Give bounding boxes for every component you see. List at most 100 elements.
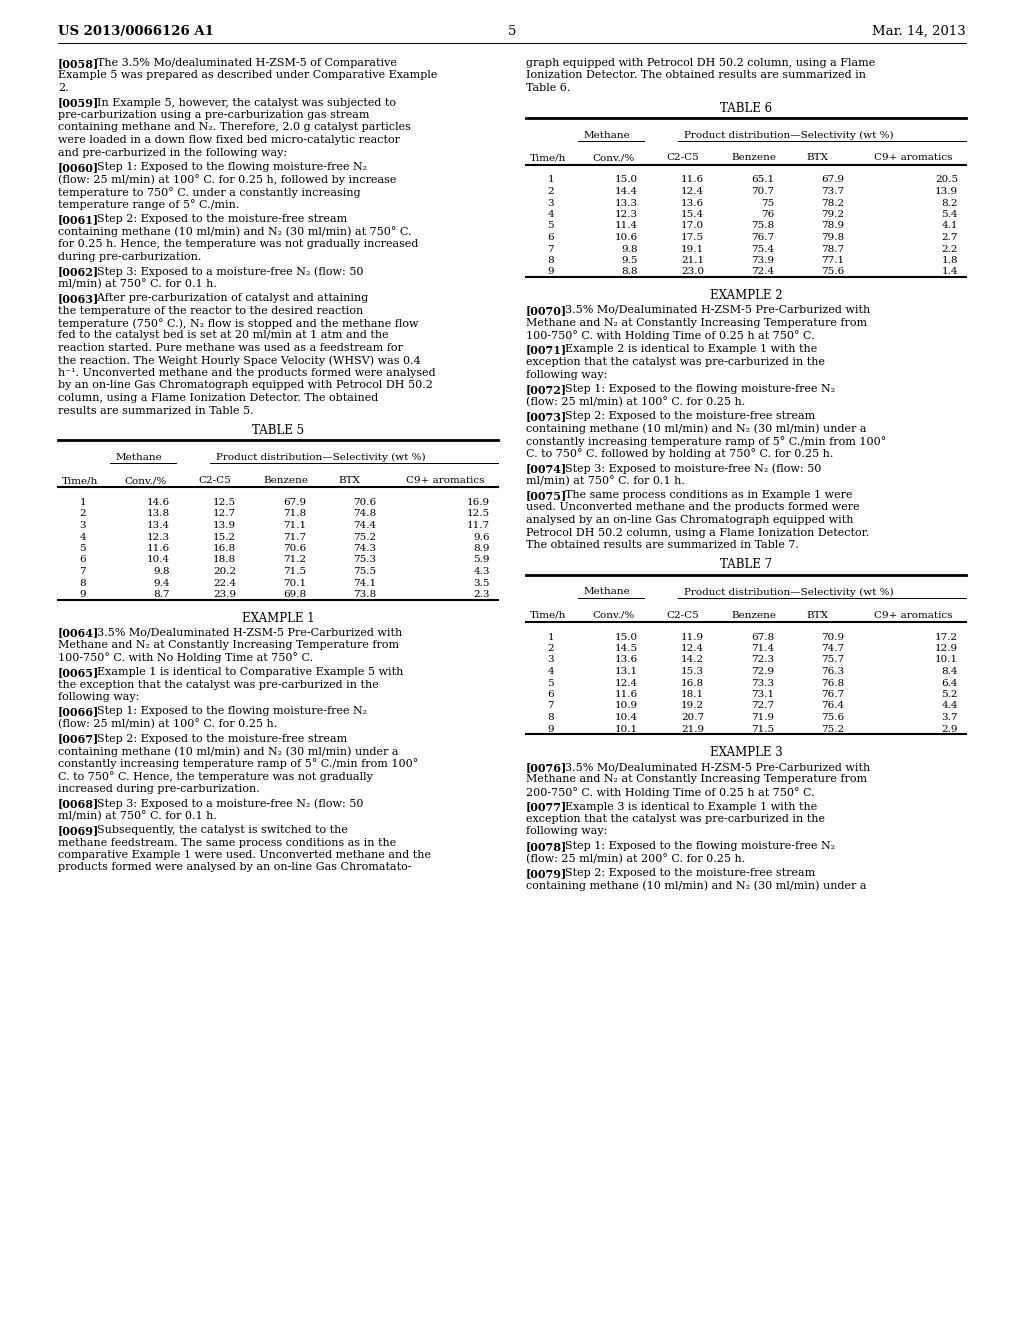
Text: 13.1: 13.1 [614, 667, 638, 676]
Text: After pre-carburization of catalyst and attaining: After pre-carburization of catalyst and … [83, 293, 369, 304]
Text: fed to the catalyst bed is set at 20 ml/min at 1 atm and the: fed to the catalyst bed is set at 20 ml/… [58, 330, 389, 341]
Text: 78.9: 78.9 [821, 222, 844, 231]
Text: 9.5: 9.5 [622, 256, 638, 265]
Text: 13.3: 13.3 [614, 198, 638, 207]
Text: [0070]: [0070] [526, 305, 567, 315]
Text: 76.7: 76.7 [751, 234, 774, 242]
Text: 12.7: 12.7 [213, 510, 236, 519]
Text: graph equipped with Petrocol DH 50.2 column, using a Flame: graph equipped with Petrocol DH 50.2 col… [526, 58, 876, 69]
Text: 5: 5 [548, 222, 554, 231]
Text: 3.5% Mo/Dealuminated H-ZSM-5 Pre-Carburized with: 3.5% Mo/Dealuminated H-ZSM-5 Pre-Carburi… [551, 305, 870, 315]
Text: [0066]: [0066] [58, 706, 99, 718]
Text: the reaction. The Weight Hourly Space Velocity (WHSV) was 0.4: the reaction. The Weight Hourly Space Ve… [58, 355, 421, 366]
Text: Example 1 is identical to Comparative Example 5 with: Example 1 is identical to Comparative Ex… [83, 667, 403, 677]
Text: 2: 2 [80, 510, 86, 519]
Text: BTX: BTX [806, 153, 828, 162]
Text: 23.0: 23.0 [681, 268, 705, 276]
Text: [0061]: [0061] [58, 214, 99, 224]
Text: 12.4: 12.4 [614, 678, 638, 688]
Text: 70.7: 70.7 [751, 187, 774, 195]
Text: Example 2 is identical to Example 1 with the: Example 2 is identical to Example 1 with… [551, 345, 817, 355]
Text: 100-750° C. with Holding Time of 0.25 h at 750° C.: 100-750° C. with Holding Time of 0.25 h … [526, 330, 815, 341]
Text: 18.8: 18.8 [213, 556, 236, 565]
Text: Time/h: Time/h [530, 153, 566, 162]
Text: 12.4: 12.4 [681, 644, 705, 653]
Text: 12.5: 12.5 [213, 498, 236, 507]
Text: for 0.25 h. Hence, the temperature was not gradually increased: for 0.25 h. Hence, the temperature was n… [58, 239, 419, 249]
Text: 78.2: 78.2 [821, 198, 844, 207]
Text: 8.2: 8.2 [941, 198, 958, 207]
Text: 13.8: 13.8 [146, 510, 170, 519]
Text: 2.3: 2.3 [473, 590, 490, 599]
Text: 2: 2 [548, 187, 554, 195]
Text: 73.9: 73.9 [751, 256, 774, 265]
Text: 1: 1 [548, 632, 554, 642]
Text: Step 1: Exposed to the flowing moisture-free N₂: Step 1: Exposed to the flowing moisture-… [551, 841, 836, 851]
Text: 9.8: 9.8 [622, 244, 638, 253]
Text: 3: 3 [548, 198, 554, 207]
Text: 75.3: 75.3 [353, 556, 376, 565]
Text: Benzene: Benzene [263, 477, 308, 484]
Text: 8: 8 [548, 256, 554, 265]
Text: [0062]: [0062] [58, 267, 99, 277]
Text: 9: 9 [80, 590, 86, 599]
Text: reaction started. Pure methane was used as a feedstream for: reaction started. Pure methane was used … [58, 343, 402, 352]
Text: 23.9: 23.9 [213, 590, 236, 599]
Text: 67.9: 67.9 [283, 498, 306, 507]
Text: increased during pre-carburization.: increased during pre-carburization. [58, 784, 260, 793]
Text: Table 6.: Table 6. [526, 83, 570, 92]
Text: Time/h: Time/h [530, 610, 566, 619]
Text: 75.6: 75.6 [821, 713, 844, 722]
Text: 76.8: 76.8 [821, 678, 844, 688]
Text: [0079]: [0079] [526, 869, 567, 879]
Text: containing methane (10 ml/min) and N₂ (30 ml/min) under a: containing methane (10 ml/min) and N₂ (3… [58, 746, 398, 756]
Text: 17.0: 17.0 [681, 222, 705, 231]
Text: In Example 5, however, the catalyst was subjected to: In Example 5, however, the catalyst was … [83, 98, 396, 107]
Text: 5.2: 5.2 [941, 690, 958, 700]
Text: 74.8: 74.8 [353, 510, 376, 519]
Text: 74.3: 74.3 [353, 544, 376, 553]
Text: TABLE 6: TABLE 6 [720, 102, 772, 115]
Text: 3.7: 3.7 [941, 713, 958, 722]
Text: 4.4: 4.4 [941, 701, 958, 710]
Text: Time/h: Time/h [62, 477, 98, 484]
Text: C2-C5: C2-C5 [666, 153, 698, 162]
Text: 6: 6 [548, 690, 554, 700]
Text: 3.5: 3.5 [473, 578, 490, 587]
Text: [0065]: [0065] [58, 667, 99, 678]
Text: [0058]: [0058] [58, 58, 99, 69]
Text: [0064]: [0064] [58, 627, 99, 639]
Text: 8.4: 8.4 [941, 667, 958, 676]
Text: [0072]: [0072] [526, 384, 567, 395]
Text: 8: 8 [80, 578, 86, 587]
Text: used. Unconverted methane and the products formed were: used. Unconverted methane and the produc… [526, 503, 859, 512]
Text: 7: 7 [548, 244, 554, 253]
Text: 76.4: 76.4 [821, 701, 844, 710]
Text: 74.4: 74.4 [353, 521, 376, 531]
Text: Step 2: Exposed to the moisture-free stream: Step 2: Exposed to the moisture-free str… [83, 214, 347, 224]
Text: Benzene: Benzene [731, 153, 776, 162]
Text: 74.7: 74.7 [821, 644, 844, 653]
Text: 12.3: 12.3 [614, 210, 638, 219]
Text: comparative Example 1 were used. Unconverted methane and the: comparative Example 1 were used. Unconve… [58, 850, 431, 861]
Text: temperature to 750° C. under a constantly increasing: temperature to 750° C. under a constantl… [58, 187, 360, 198]
Text: 14.4: 14.4 [614, 187, 638, 195]
Text: Step 1: Exposed to the flowing moisture-free N₂: Step 1: Exposed to the flowing moisture-… [83, 706, 367, 717]
Text: Step 3: Exposed to a moisture-free N₂ (flow: 50: Step 3: Exposed to a moisture-free N₂ (f… [83, 267, 364, 277]
Text: methane feedstream. The same process conditions as in the: methane feedstream. The same process con… [58, 837, 396, 847]
Text: constantly increasing temperature ramp of 5° C./min from 100°: constantly increasing temperature ramp o… [526, 436, 886, 447]
Text: 10.9: 10.9 [614, 701, 638, 710]
Text: 19.2: 19.2 [681, 701, 705, 710]
Text: 10.1: 10.1 [614, 725, 638, 734]
Text: 74.1: 74.1 [353, 578, 376, 587]
Text: (flow: 25 ml/min) at 100° C. for 0.25 h, followed by increase: (flow: 25 ml/min) at 100° C. for 0.25 h,… [58, 174, 396, 185]
Text: 4: 4 [548, 210, 554, 219]
Text: 78.7: 78.7 [821, 244, 844, 253]
Text: the exception that the catalyst was pre-carburized in the: the exception that the catalyst was pre-… [58, 680, 379, 689]
Text: 10.4: 10.4 [614, 713, 638, 722]
Text: Step 2: Exposed to the moisture-free stream: Step 2: Exposed to the moisture-free str… [83, 734, 347, 743]
Text: C9+ aromatics: C9+ aromatics [874, 153, 952, 162]
Text: Conv./%: Conv./% [592, 610, 634, 619]
Text: 72.3: 72.3 [751, 656, 774, 664]
Text: 71.7: 71.7 [283, 532, 306, 541]
